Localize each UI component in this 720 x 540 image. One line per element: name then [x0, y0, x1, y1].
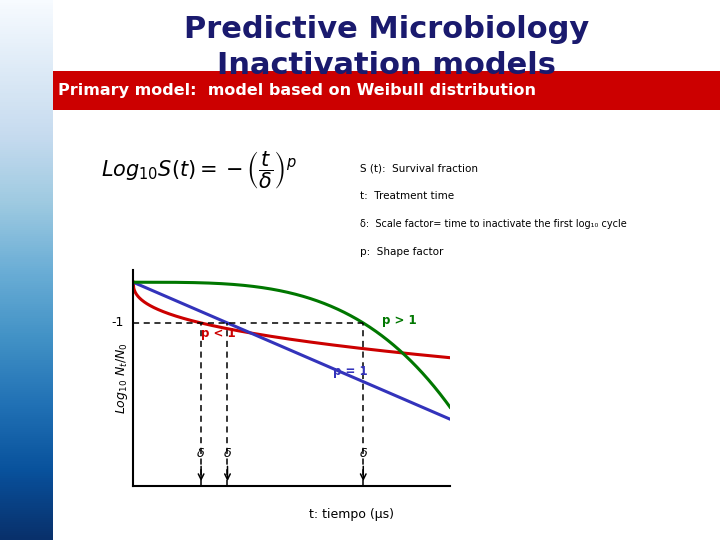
Text: p < 1: p < 1 — [201, 327, 235, 340]
Text: S (t):  Survival fraction: S (t): Survival fraction — [359, 163, 477, 173]
Bar — [53, 71, 720, 110]
Text: Inactivation models: Inactivation models — [217, 51, 556, 80]
Text: δ: δ — [197, 447, 205, 460]
Text: t: tiempo (μs): t: tiempo (μs) — [309, 508, 394, 521]
Text: Predictive Microbiology: Predictive Microbiology — [184, 15, 589, 44]
Text: -1: -1 — [112, 316, 124, 329]
Text: t:  Treatment time: t: Treatment time — [359, 191, 454, 201]
Text: δ: δ — [224, 447, 231, 460]
Text: δ:  Scale factor= time to inactivate the first log₁₀ cycle: δ: Scale factor= time to inactivate the … — [359, 219, 626, 230]
Text: p > 1: p > 1 — [382, 314, 417, 327]
Text: p = 1: p = 1 — [333, 364, 368, 378]
Y-axis label: $Log_{10}\ N_t/N_0$: $Log_{10}\ N_t/N_0$ — [114, 342, 130, 414]
Text: Primary model:  model based on Weibull distribution: Primary model: model based on Weibull di… — [58, 83, 536, 98]
Text: $Log_{10}S(t) = -\left(\dfrac{t}{\delta}\right)^{p}$: $Log_{10}S(t) = -\left(\dfrac{t}{\delta}… — [102, 149, 297, 191]
Text: p:  Shape factor: p: Shape factor — [359, 247, 443, 258]
Text: δ: δ — [359, 447, 367, 460]
